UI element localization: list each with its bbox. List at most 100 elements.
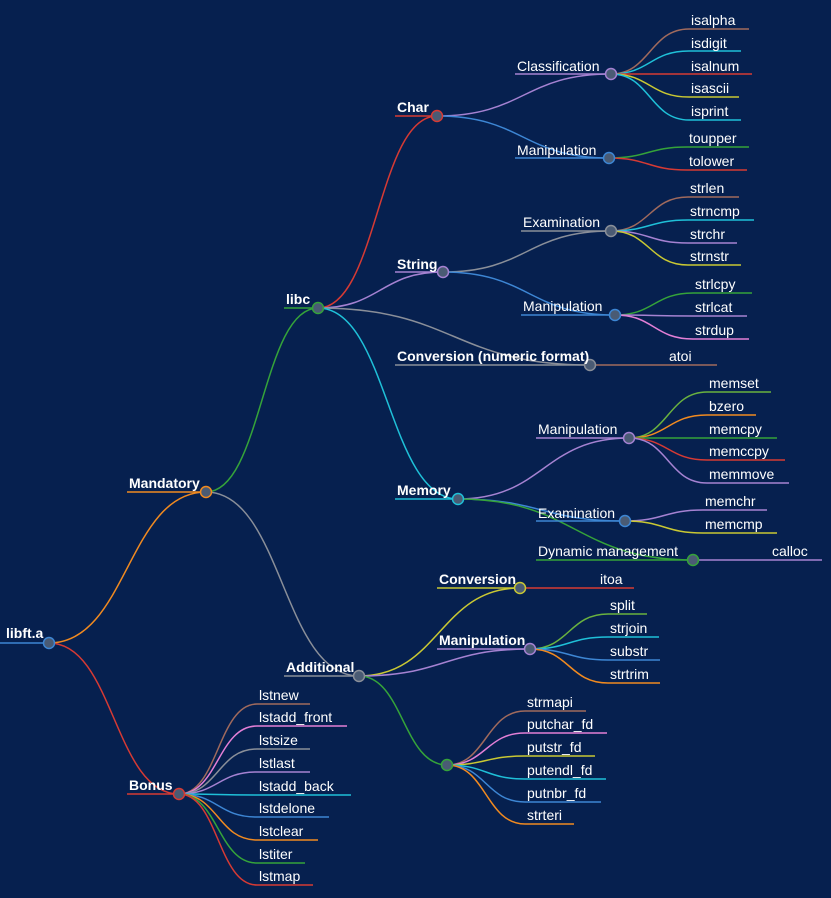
leaf-strdup[interactable]: strdup (695, 322, 734, 338)
node-char[interactable]: Char (397, 99, 429, 115)
node-libc[interactable]: libc (286, 291, 310, 307)
leaf-putendl-fd[interactable]: putendl_fd (527, 762, 592, 778)
node-string-examination[interactable]: Examination (523, 214, 600, 230)
leaf-strteri[interactable]: strteri (527, 807, 562, 823)
dot-string-examination[interactable] (604, 224, 618, 238)
dot-conversion[interactable] (583, 358, 597, 372)
edge-mem-manip-leaf (628, 437, 708, 484)
dot-additional-misc[interactable] (440, 758, 454, 772)
dot-memory[interactable] (451, 492, 465, 506)
dot-mandatory[interactable] (199, 485, 213, 499)
node-string-manipulation[interactable]: Manipulation (523, 298, 602, 314)
leaf-memcpy[interactable]: memcpy (709, 421, 762, 437)
node-dynamic-management[interactable]: Dynamic management (538, 543, 678, 559)
dot-char-manipulation[interactable] (602, 151, 616, 165)
leaf-calloc[interactable]: calloc (772, 543, 808, 559)
leaf-memchr[interactable]: memchr (705, 493, 756, 509)
leaf-isalnum[interactable]: isalnum (691, 58, 739, 74)
leaf-putnbr-fd[interactable]: putnbr_fd (527, 785, 586, 801)
leaf-toupper[interactable]: toupper (689, 130, 737, 146)
edge-add-misc-leaf (446, 764, 526, 803)
edge-bonus-leaf (178, 793, 258, 864)
leaf-isdigit[interactable]: isdigit (691, 35, 727, 51)
dot-string[interactable] (436, 265, 450, 279)
leaf-split[interactable]: split (610, 597, 635, 613)
leaf-strtrim[interactable]: strtrim (610, 666, 649, 682)
leaf-memcmp[interactable]: memcmp (705, 516, 763, 532)
leaf-strnstr[interactable]: strnstr (690, 248, 729, 264)
leaf-tolower[interactable]: tolower (689, 153, 734, 169)
node-additional[interactable]: Additional (286, 659, 354, 675)
dot-dynamic-management[interactable] (686, 553, 700, 567)
node-memory-manipulation[interactable]: Manipulation (538, 421, 617, 437)
edge-classification-leaf (610, 73, 690, 121)
edge-mandatory-libc (205, 307, 319, 493)
edge-additional-misc (358, 675, 448, 766)
leaf-strncmp[interactable]: strncmp (690, 203, 740, 219)
dot-memory-manipulation[interactable] (622, 431, 636, 445)
dot-root[interactable] (42, 636, 56, 650)
dot-additional-conversion[interactable] (513, 581, 527, 595)
leaf-lstclear[interactable]: lstclear (259, 823, 304, 839)
node-root[interactable]: libft.a (6, 625, 44, 641)
leaf-strmapi[interactable]: strmapi (527, 694, 573, 710)
node-additional-conversion[interactable]: Conversion (439, 571, 516, 587)
leaf-bzero[interactable]: bzero (709, 398, 744, 414)
leaf-isascii[interactable]: isascii (691, 80, 729, 96)
edge-root-mandatory (48, 491, 207, 644)
dot-memory-examination[interactable] (618, 514, 632, 528)
node-char-manipulation[interactable]: Manipulation (517, 142, 596, 158)
node-conversion-numeric[interactable]: Conversion (numeric format) (397, 348, 589, 364)
leaf-lstadd-back[interactable]: lstadd_back (259, 778, 335, 794)
node-memory[interactable]: Memory (397, 482, 451, 498)
leaf-substr[interactable]: substr (610, 643, 648, 659)
edge-add-misc-leaf (446, 710, 526, 766)
leaf-lstlast[interactable]: lstlast (259, 755, 295, 771)
node-string[interactable]: String (397, 256, 437, 272)
leaf-lstdelone[interactable]: lstdelone (259, 800, 315, 816)
edge-add-manip-leaf (529, 648, 609, 684)
edge-libc-memory (317, 307, 459, 500)
dot-char[interactable] (430, 109, 444, 123)
underlines (0, 28, 822, 886)
dot-libc[interactable] (311, 301, 325, 315)
dot-additional[interactable] (352, 669, 366, 683)
edge-additional-conversion (358, 587, 521, 677)
leaf-memccpy[interactable]: memccpy (709, 443, 769, 459)
leaf-atoi[interactable]: atoi (669, 348, 692, 364)
dot-bonus[interactable] (172, 787, 186, 801)
edge-mem-exam-leaf (624, 509, 704, 522)
leaf-lstmap[interactable]: lstmap (259, 868, 300, 884)
leaf-putstr-fd[interactable]: putstr_fd (527, 739, 581, 755)
edge-classification-leaf (610, 28, 690, 75)
edge-string-manip-leaf (614, 314, 694, 340)
edge-char-manip-leaf (608, 146, 688, 159)
leaf-strjoin[interactable]: strjoin (610, 620, 647, 636)
leaf-isprint[interactable]: isprint (691, 103, 728, 119)
node-memory-examination[interactable]: Examination (538, 505, 615, 521)
leaf-lstnew[interactable]: lstnew (259, 687, 300, 703)
dot-string-manipulation[interactable] (608, 308, 622, 322)
node-mandatory[interactable]: Mandatory (129, 475, 200, 491)
leaf-strlen[interactable]: strlen (690, 180, 724, 196)
edge-memory-dynamic (457, 498, 694, 561)
edge-additional-manipulation (358, 648, 531, 677)
dot-char-classification[interactable] (604, 67, 618, 81)
leaf-lstiter[interactable]: lstiter (259, 846, 293, 862)
node-bonus[interactable]: Bonus (129, 777, 173, 793)
leaf-strlcpy[interactable]: strlcpy (695, 276, 735, 292)
leaf-itoa[interactable]: itoa (600, 571, 623, 587)
node-additional-manipulation[interactable]: Manipulation (439, 632, 525, 648)
leaf-lstsize[interactable]: lstsize (259, 732, 298, 748)
leaf-memset[interactable]: memset (709, 375, 759, 391)
leaf-putchar-fd[interactable]: putchar_fd (527, 716, 593, 732)
labels: libft.a Mandatory Bonus libc Additional … (6, 12, 808, 884)
leaf-memmove[interactable]: memmove (709, 466, 775, 482)
dot-additional-manipulation[interactable] (523, 642, 537, 656)
node-char-classification[interactable]: Classification (517, 58, 599, 74)
leaf-isalpha[interactable]: isalpha (691, 12, 736, 28)
leaf-strlcat[interactable]: strlcat (695, 299, 732, 315)
leaf-lstadd-front[interactable]: lstadd_front (259, 709, 332, 725)
leaf-strchr[interactable]: strchr (690, 226, 725, 242)
